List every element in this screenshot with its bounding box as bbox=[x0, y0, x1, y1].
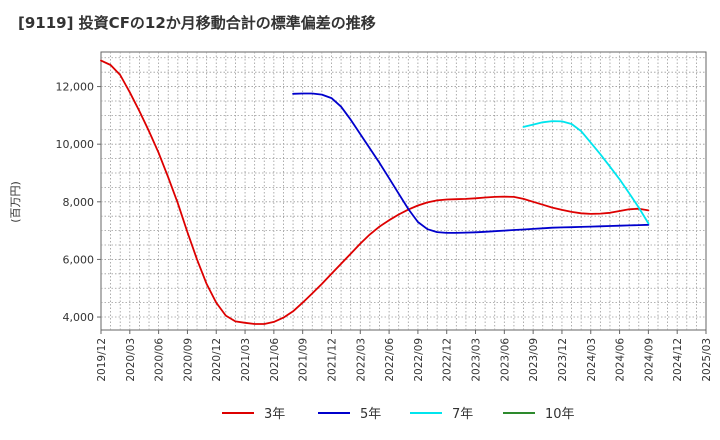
y-tick-label: 10,000 bbox=[56, 138, 95, 151]
y-tick-label: 6,000 bbox=[63, 253, 95, 266]
x-tick-label: 2023/09 bbox=[528, 338, 540, 382]
plot-area bbox=[100, 51, 707, 331]
legend-label-3: 7年 bbox=[452, 407, 473, 422]
x-tick-label: 2021/06 bbox=[269, 338, 281, 382]
x-tick-label: 2020/03 bbox=[125, 338, 137, 382]
grid-layer bbox=[100, 51, 707, 331]
y-tick-label: 8,000 bbox=[63, 196, 95, 209]
x-tick-label: 2022/09 bbox=[413, 338, 425, 382]
legend-label-2: 5年 bbox=[360, 407, 381, 422]
series-line-1 bbox=[100, 59, 650, 325]
legend: 3年 5年 7年 10年 bbox=[222, 407, 575, 422]
x-tick-label: 2024/09 bbox=[643, 338, 655, 382]
axis-layer: 4,000 6,000 8,000 10,000 12,000 2019/12 2020/0… bbox=[56, 81, 714, 382]
x-tick-label: 2024/06 bbox=[615, 338, 627, 382]
legend-label-1: 3年 bbox=[264, 407, 285, 422]
x-tick-label: 2025/03 bbox=[701, 338, 713, 382]
legend-label-4: 10年 bbox=[545, 407, 575, 422]
chart-title: [9119] 投資CFの12か月移動合計の標準偏差の推移 bbox=[18, 14, 376, 32]
x-tick-label: 2024/03 bbox=[586, 338, 598, 382]
x-tick-label: 2024/12 bbox=[672, 338, 684, 382]
x-tick-label: 2023/03 bbox=[471, 338, 483, 382]
x-tick-label: 2021/12 bbox=[326, 338, 338, 382]
x-tick-label: 2023/12 bbox=[557, 338, 569, 382]
x-tick-label: 2022/06 bbox=[384, 338, 396, 382]
x-tick-label: 2022/12 bbox=[442, 338, 454, 382]
x-tick-label: 2021/09 bbox=[298, 338, 310, 382]
x-tick-label: 2020/09 bbox=[182, 338, 194, 382]
series-line-3 bbox=[522, 120, 650, 225]
x-tick-label: 2019/12 bbox=[96, 338, 108, 382]
x-tick-label: 2021/03 bbox=[240, 338, 252, 382]
y-axis-label: (百万円) bbox=[9, 181, 22, 223]
x-tick-label: 2023/06 bbox=[499, 338, 511, 382]
x-tick-label: 2020/06 bbox=[154, 338, 166, 382]
y-tick-label: 12,000 bbox=[56, 81, 95, 94]
x-tick-label: 2022/03 bbox=[355, 338, 367, 382]
series-line-2 bbox=[292, 92, 650, 234]
x-tick-label: 2020/12 bbox=[211, 338, 223, 382]
series-layer bbox=[100, 59, 650, 325]
y-tick-label: 4,000 bbox=[63, 311, 95, 324]
